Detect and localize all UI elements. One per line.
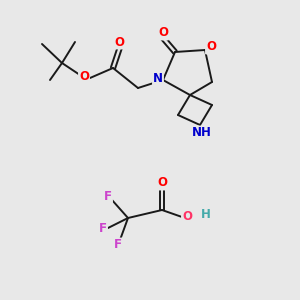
Text: O: O bbox=[158, 26, 168, 40]
Text: O: O bbox=[157, 176, 167, 190]
Text: O: O bbox=[79, 70, 89, 83]
Text: O: O bbox=[182, 211, 192, 224]
Text: F: F bbox=[114, 238, 122, 251]
Text: F: F bbox=[99, 221, 107, 235]
Text: O: O bbox=[206, 40, 216, 53]
Text: O: O bbox=[114, 35, 124, 49]
Text: N: N bbox=[153, 73, 163, 85]
Text: NH: NH bbox=[192, 127, 212, 140]
Text: H: H bbox=[201, 208, 211, 221]
Text: F: F bbox=[104, 190, 112, 202]
